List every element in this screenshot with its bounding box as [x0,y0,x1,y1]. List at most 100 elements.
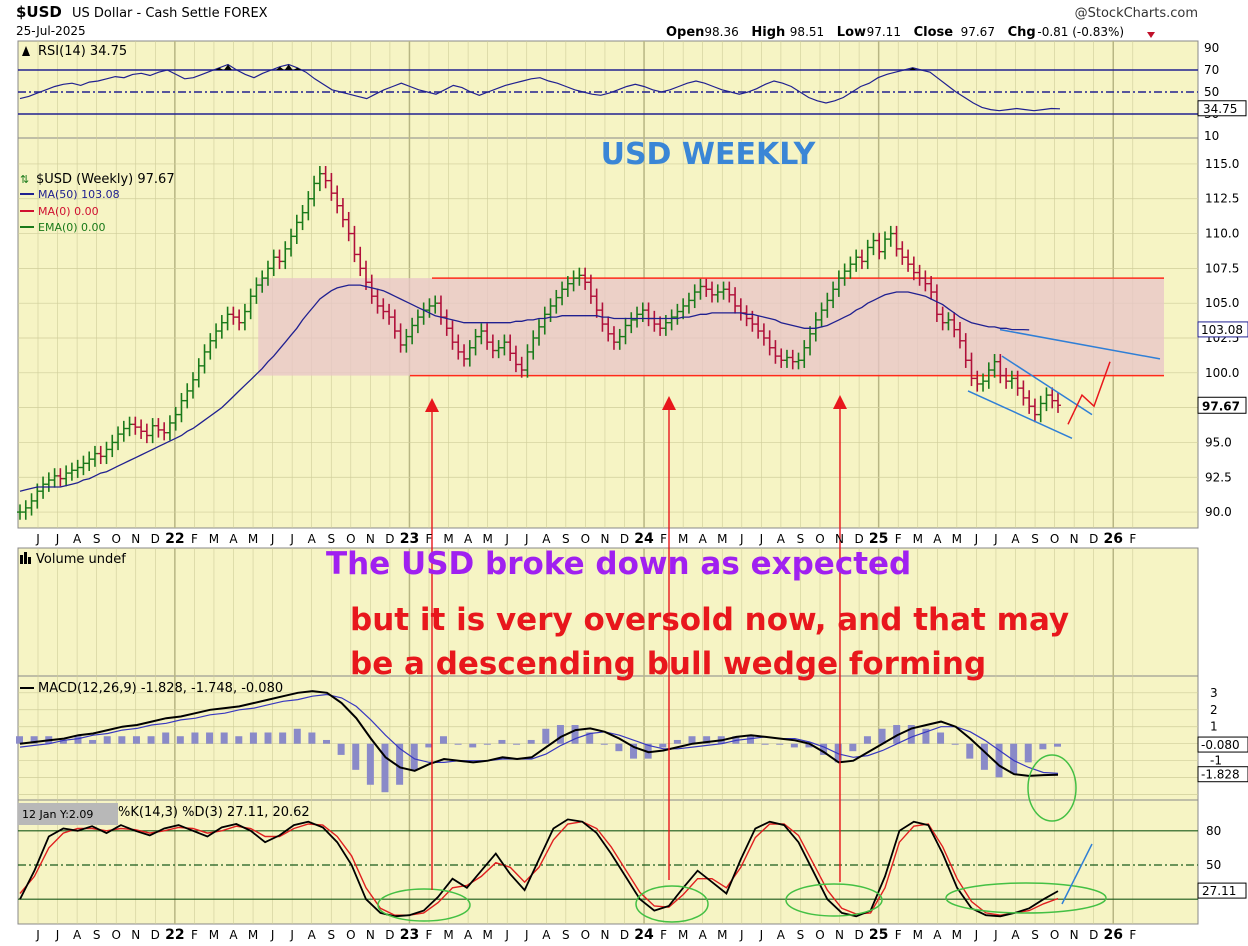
x-tick-top-30: D [620,532,629,546]
x-tick-top-37: J [759,532,764,546]
x-tick-top-1: J [55,532,60,546]
x-tick-bottom-39: S [797,928,805,942]
x-tick-bottom-29: N [600,928,609,942]
x-tick-bottom-41: N [835,928,844,942]
hover-label: 12 Jan Y:2.09 [22,808,93,821]
x-tick-top-21: M [443,532,453,546]
x-tick-top-54: D [1089,532,1098,546]
y-tick-115.0: 115.0 [1205,157,1239,171]
macd-histogram-bar [659,743,667,748]
stoch-oversold-ellipse-4 [945,882,1107,914]
ma50-line [19,284,1030,492]
x-tick-bottom-46: A [933,928,942,942]
x-tick-bottom-36: J [739,928,744,942]
y-tick-100.0: 100.0 [1205,366,1239,380]
x-tick-top-43: 25 [869,531,888,547]
macd-histogram-bar [425,743,433,748]
ohlc-value-close: 97.67 [961,25,995,39]
x-tick-bottom-43: 25 [869,927,888,942]
projection-path [1067,361,1111,425]
x-tick-bottom-28: O [581,928,590,942]
macd-histogram-bar [527,739,535,744]
macd-histogram-bar [761,743,769,745]
chart-date: 25-Jul-2025 [16,24,86,38]
x-tick-bottom-54: D [1089,928,1098,942]
macd-histogram-bar [235,736,243,744]
macd-tick--0.080: -0.080 [1201,738,1240,752]
x-tick-top-34: A [699,532,708,546]
macd-histogram-bar [776,743,784,745]
macd-histogram-bar [922,728,930,744]
legend-ma0: MA(0) 0.00 [38,205,99,218]
x-tick-bottom-24: J [504,928,509,942]
x-tick-top-6: D [151,532,160,546]
x-tick-top-16: O [346,532,355,546]
macd-histogram-bar [966,743,974,759]
stoch-tick-50: 50 [1206,858,1221,872]
macd-histogram-bar [542,728,550,744]
x-tick-top-4: O [111,532,120,546]
ohlc-label-close: Close [914,25,954,40]
x-tick-bottom-47: M [952,928,962,942]
x-tick-bottom-11: M [248,928,258,942]
x-tick-top-11: M [248,532,258,546]
x-tick-bottom-15: S [327,928,335,942]
x-tick-bottom-45: M [913,928,923,942]
annotation-line-1: but it is very oversold now, and that ma… [350,602,1069,638]
macd-histogram-bar [147,736,155,744]
x-tick-bottom-30: D [620,928,629,942]
x-tick-bottom-1: J [55,928,60,942]
macd-histogram-bar [279,732,287,744]
price-layer [17,166,1161,520]
macd-histogram-bar [513,743,521,745]
y-tick-110.0: 110.0 [1205,227,1239,241]
support-arrow-head-1 [425,398,439,412]
macd-histogram-bar [746,736,754,744]
x-tick-top-51: S [1031,532,1039,546]
macd-histogram-bar [162,732,170,744]
legend-ema0: EMA(0) 0.00 [38,221,106,234]
stoch-tick-27.11: 27.11 [1202,884,1236,898]
x-tick-bottom-4: O [111,928,120,942]
macd-histogram-bar [381,743,389,793]
macd-histogram-bar [1039,743,1047,750]
macd-histogram-bar [820,743,828,755]
y-tick-95.0: 95.0 [1205,435,1232,449]
x-tick-bottom-22: A [464,928,473,942]
macd-histogram-bar [688,736,696,744]
x-tick-top-55: 26 [1104,531,1123,547]
x-tick-top-52: O [1050,532,1059,546]
x-tick-top-22: A [464,532,473,546]
y-tick-107.5: 107.5 [1205,261,1239,275]
rsi-overbought-fill [224,64,232,70]
macd-histogram-bar [59,739,67,744]
macd-histogram-bar [366,743,374,785]
x-tick-top-49: J [993,532,998,546]
x-tick-bottom-14: A [308,928,317,942]
ohlc-value-open: 98.36 [704,25,738,39]
x-tick-bottom-26: A [542,928,551,942]
price-value-badge [1197,396,1247,414]
macd-histogram-bar [454,743,462,745]
x-tick-bottom-10: A [229,928,238,942]
x-tick-top-12: J [270,532,275,546]
x-tick-top-44: F [895,532,902,546]
x-tick-top-18: D [385,532,394,546]
stoch-badge [1197,882,1247,899]
price-legend: MA(50) 103.08 MA(0) 0.00 EMA(0) 0.00 [20,188,120,234]
macd-histogram-bar [556,725,564,744]
x-tick-bottom-13: J [289,928,294,942]
x-tick-bottom-0: J [35,928,40,942]
ohlc-value-chg: -0.81 (-0.83%) [1037,25,1124,39]
rsi-overbought-fill [215,67,224,70]
x-tick-top-23: M [482,532,492,546]
stoch-title: %K(14,3) %D(3) 27.11, 20.62 [118,805,310,820]
x-tick-top-9: M [209,532,219,546]
volume-panel [17,547,1199,677]
macd-histogram-bar [176,736,184,744]
x-tick-bottom-35: M [717,928,727,942]
rsi-panel [17,40,1199,139]
macd-tick-1: 1 [1210,720,1218,734]
support-arrow-head-3 [833,395,847,409]
macd-histogram-bar [673,739,681,744]
